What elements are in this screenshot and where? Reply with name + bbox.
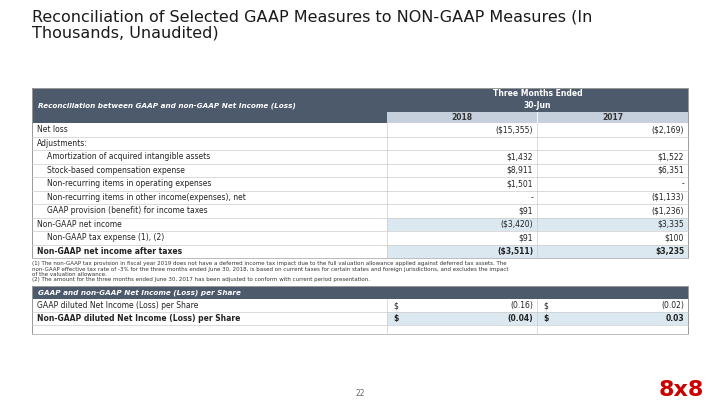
- Text: ($3,511): ($3,511): [497, 247, 533, 256]
- Text: Stock-based compensation expense: Stock-based compensation expense: [47, 166, 185, 175]
- Bar: [32, 286, 688, 334]
- Bar: [387, 286, 688, 299]
- Text: Reconciliation of Selected GAAP Measures to NON-GAAP Measures (In: Reconciliation of Selected GAAP Measures…: [32, 10, 593, 25]
- Text: $1,501: $1,501: [506, 179, 533, 188]
- Text: Net loss: Net loss: [37, 125, 68, 134]
- Text: (1) The non-GAAP tax provision in fiscal year 2019 does not have a deferred inco: (1) The non-GAAP tax provision in fiscal…: [32, 261, 507, 266]
- Text: 2018: 2018: [451, 113, 472, 122]
- Text: (0.16): (0.16): [510, 301, 533, 310]
- Text: Non-recurring items in other income(expenses), net: Non-recurring items in other income(expe…: [47, 193, 246, 202]
- Text: Non-recurring items in operating expenses: Non-recurring items in operating expense…: [47, 179, 212, 188]
- Text: $6,351: $6,351: [657, 166, 684, 175]
- Text: ($15,355): ($15,355): [495, 125, 533, 134]
- Bar: [32, 112, 387, 123]
- Bar: [32, 88, 688, 258]
- Text: Non-GAAP diluted Net Income (Loss) per Share: Non-GAAP diluted Net Income (Loss) per S…: [37, 314, 240, 323]
- Text: $1,522: $1,522: [657, 152, 684, 161]
- Text: Adjustments:: Adjustments:: [37, 139, 88, 148]
- Text: of the valuation allowance.: of the valuation allowance.: [32, 272, 107, 277]
- Text: Non-GAAP net income: Non-GAAP net income: [37, 220, 122, 229]
- Text: $: $: [393, 314, 398, 323]
- Text: Amortization of acquired intangible assets: Amortization of acquired intangible asse…: [47, 152, 210, 161]
- Text: $8,911: $8,911: [507, 166, 533, 175]
- Text: Non-GAAP net income after taxes: Non-GAAP net income after taxes: [37, 247, 182, 256]
- Text: $91: $91: [518, 206, 533, 215]
- Text: -: -: [530, 193, 533, 202]
- Text: 8x8: 8x8: [659, 380, 704, 400]
- Text: Reconciliation between GAAP and non-GAAP Net Income (Loss): Reconciliation between GAAP and non-GAAP…: [38, 103, 296, 109]
- Text: Thousands, Unaudited): Thousands, Unaudited): [32, 26, 219, 41]
- Text: ($3,420): ($3,420): [500, 220, 533, 229]
- Text: $: $: [393, 301, 398, 310]
- Text: 2017: 2017: [602, 113, 623, 122]
- Text: ($2,169): ($2,169): [652, 125, 684, 134]
- Text: 22: 22: [355, 389, 365, 398]
- Text: $: $: [543, 301, 548, 310]
- Bar: [387, 245, 688, 258]
- Text: GAAP and non-GAAP Net Income (Loss) per Share: GAAP and non-GAAP Net Income (Loss) per …: [38, 289, 241, 296]
- Text: (0.02): (0.02): [661, 301, 684, 310]
- Text: $91: $91: [518, 233, 533, 242]
- Text: ($1,133): ($1,133): [652, 193, 684, 202]
- Text: 30-Jun: 30-Jun: [523, 102, 552, 111]
- Text: $3,335: $3,335: [657, 220, 684, 229]
- Bar: [32, 286, 387, 299]
- Text: (0.04): (0.04): [508, 314, 533, 323]
- Text: GAAP provision (benefit) for income taxes: GAAP provision (benefit) for income taxe…: [47, 206, 207, 215]
- Text: non-GAAP effective tax rate of -3% for the three months ended June 30, 2018, is : non-GAAP effective tax rate of -3% for t…: [32, 266, 508, 271]
- Text: $3,235: $3,235: [655, 247, 684, 256]
- Bar: [32, 100, 688, 112]
- Text: (2) The amount for the three months ended June 30, 2017 has been adjusted to con: (2) The amount for the three months ende…: [32, 277, 370, 283]
- Text: GAAP diluted Net Income (Loss) per Share: GAAP diluted Net Income (Loss) per Share: [37, 301, 199, 310]
- Text: Three Months Ended: Three Months Ended: [492, 90, 582, 98]
- Text: Non-GAAP tax expense (1), (2): Non-GAAP tax expense (1), (2): [47, 233, 164, 242]
- Text: $100: $100: [665, 233, 684, 242]
- Text: 0.03: 0.03: [665, 314, 684, 323]
- Bar: [32, 88, 688, 100]
- Text: $1,432: $1,432: [506, 152, 533, 161]
- Text: -: -: [681, 179, 684, 188]
- Text: ($1,236): ($1,236): [652, 206, 684, 215]
- Bar: [387, 112, 688, 123]
- Bar: [387, 217, 688, 231]
- Text: $: $: [543, 314, 549, 323]
- Bar: [387, 312, 688, 325]
